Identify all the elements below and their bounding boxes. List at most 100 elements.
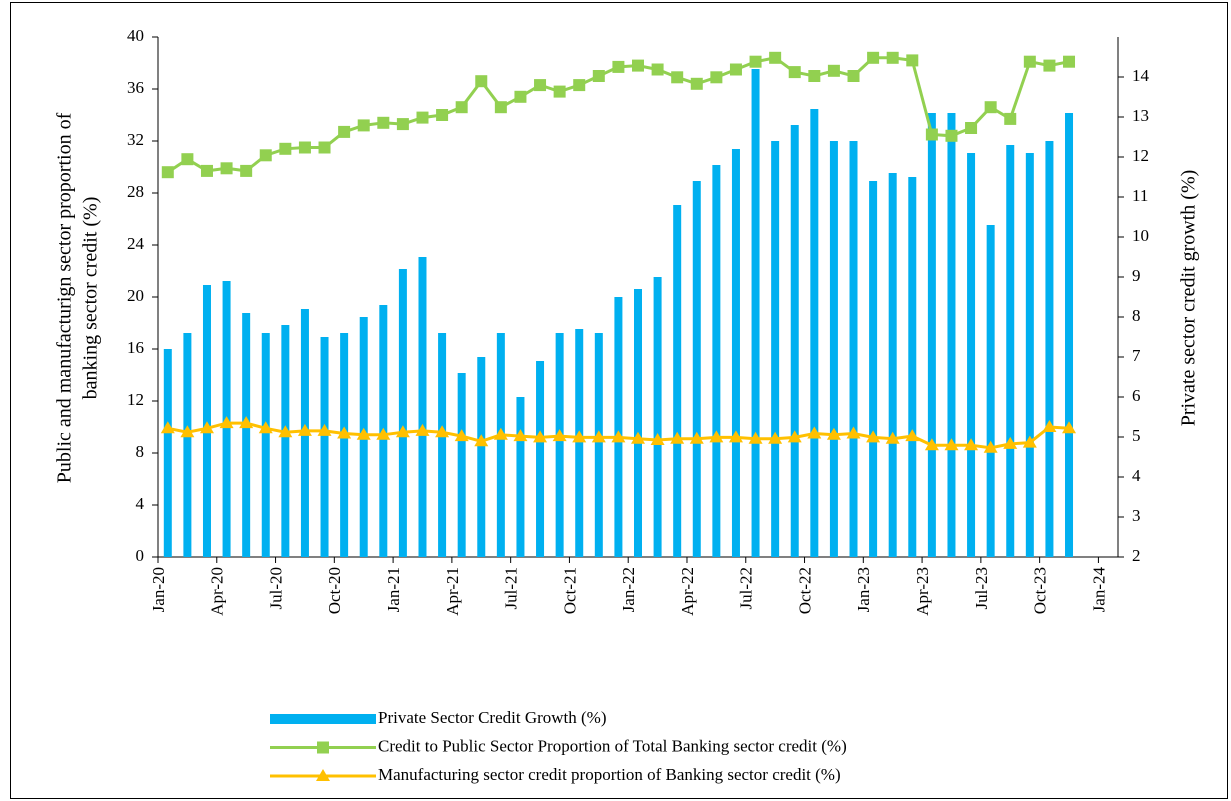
y2-tick-label: 13 xyxy=(1132,106,1149,125)
marker xyxy=(395,425,410,438)
x-tick-label: Jan-21 xyxy=(384,567,403,612)
marker xyxy=(1063,55,1076,68)
y2-tick-label: 6 xyxy=(1132,386,1141,405)
marker xyxy=(454,429,469,442)
marker xyxy=(1023,55,1036,68)
marker xyxy=(279,142,292,155)
marker xyxy=(670,431,685,444)
bar xyxy=(536,361,545,557)
bar xyxy=(967,153,976,557)
marker xyxy=(298,141,311,154)
marker xyxy=(965,122,978,134)
marker xyxy=(396,118,409,131)
marker xyxy=(258,421,273,434)
legend-marker xyxy=(316,769,330,781)
bar xyxy=(810,109,819,557)
bar xyxy=(908,177,917,557)
y2-tick-label: 3 xyxy=(1132,506,1141,525)
bar xyxy=(888,173,897,557)
marker xyxy=(533,430,548,443)
marker xyxy=(1062,421,1077,434)
marker xyxy=(199,421,214,434)
x-tick-label: Jul-21 xyxy=(502,567,521,610)
bar xyxy=(731,149,740,557)
y2-tick-label: 12 xyxy=(1132,146,1149,165)
bar xyxy=(790,125,799,557)
y2-tick-label: 9 xyxy=(1132,266,1141,285)
y2-tick-label: 2 xyxy=(1132,546,1141,565)
x-tick-label: Jul-20 xyxy=(266,567,285,610)
y2-tick-label: 10 xyxy=(1132,226,1149,245)
marker xyxy=(710,71,723,84)
bar xyxy=(438,333,447,557)
x-tick-label: Oct-21 xyxy=(560,567,579,614)
marker xyxy=(866,430,881,443)
x-tick-label: Jan-20 xyxy=(149,567,168,612)
bar xyxy=(418,257,427,557)
bar xyxy=(477,357,486,557)
marker xyxy=(317,423,332,436)
bar xyxy=(751,69,760,557)
marker xyxy=(416,111,429,124)
x-tick-label: Oct-20 xyxy=(325,567,344,614)
bar xyxy=(202,285,211,557)
y-tick-label: 32 xyxy=(127,130,144,149)
x-tick-label: Oct-23 xyxy=(1031,567,1050,614)
marker xyxy=(748,431,763,444)
legend-label: Private Sector Credit Growth (%) xyxy=(378,708,607,727)
y-tick-label: 16 xyxy=(127,338,144,357)
marker xyxy=(592,70,605,82)
marker xyxy=(1004,112,1017,125)
marker xyxy=(377,116,390,129)
marker xyxy=(239,416,254,429)
marker xyxy=(475,75,488,88)
marker xyxy=(1043,59,1056,72)
bar xyxy=(653,277,662,557)
y-tick-label: 28 xyxy=(127,182,144,201)
bar xyxy=(575,329,584,557)
marker xyxy=(240,164,253,177)
marker xyxy=(944,438,959,451)
bar xyxy=(242,313,251,557)
bar xyxy=(1006,145,1015,557)
marker xyxy=(631,431,645,444)
bar xyxy=(555,333,564,557)
y-tick-label: 8 xyxy=(136,442,145,461)
marker xyxy=(591,430,606,443)
y2-tick-label: 14 xyxy=(1132,66,1150,85)
y-axis-label: Public and manufacturign sector proporti… xyxy=(54,112,76,483)
marker xyxy=(1022,435,1037,448)
marker xyxy=(690,77,703,90)
marker xyxy=(906,54,919,67)
marker xyxy=(278,425,293,438)
bar xyxy=(771,141,780,557)
marker xyxy=(161,166,174,179)
marker xyxy=(552,429,567,442)
marker xyxy=(808,70,821,82)
marker xyxy=(728,430,743,443)
bar xyxy=(927,113,936,557)
marker xyxy=(1042,420,1057,432)
x-tick-label: Jul-23 xyxy=(972,567,991,610)
marker xyxy=(219,416,234,429)
marker xyxy=(867,51,880,64)
bar xyxy=(673,205,682,557)
bar xyxy=(692,181,701,557)
marker xyxy=(885,431,900,444)
bar xyxy=(849,141,858,557)
marker xyxy=(709,430,724,443)
marker xyxy=(455,101,468,114)
marker xyxy=(787,430,802,443)
marker xyxy=(847,70,860,82)
marker xyxy=(611,430,626,443)
marker xyxy=(769,51,782,64)
marker xyxy=(514,90,527,103)
bar xyxy=(986,225,995,557)
marker xyxy=(886,51,899,64)
marker xyxy=(1003,436,1018,449)
y-tick-label: 20 xyxy=(127,286,144,305)
marker xyxy=(924,438,939,451)
marker xyxy=(729,63,742,76)
marker xyxy=(181,153,194,166)
